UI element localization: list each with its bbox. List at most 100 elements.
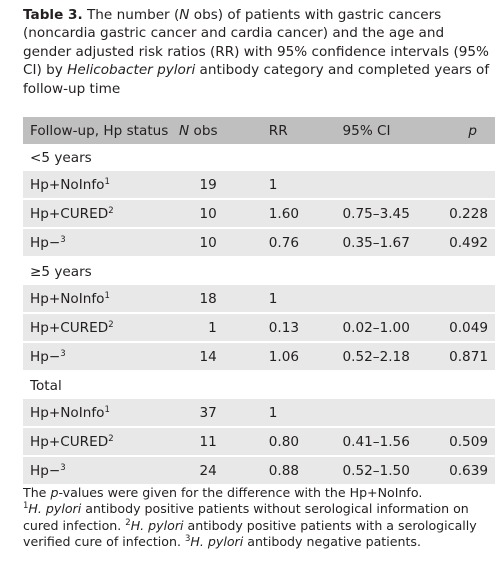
- footnote-ref: 2: [108, 433, 114, 444]
- footnote-ref: 2: [108, 319, 114, 330]
- cell-ci: [312, 399, 419, 428]
- cell-status: Hp+NoInfo1: [23, 171, 180, 200]
- cell-n-obs: 14: [179, 342, 229, 372]
- section-row: Total: [23, 371, 495, 399]
- cell-p: 0.228: [418, 199, 495, 229]
- footnote-text: antibody negative patients.: [243, 534, 421, 550]
- status-label: Hp−: [30, 348, 61, 365]
- status-label: Hp+NoInfo: [30, 176, 105, 193]
- table-row: Hp+NoInfo1 19 1: [23, 171, 495, 200]
- footnote-species: H. pylori: [130, 517, 184, 533]
- footnote-ref: 3: [60, 234, 66, 245]
- cell-rr: 1: [228, 171, 313, 200]
- cell-rr: 0.80: [228, 427, 313, 457]
- header-followup: Follow-up, Hp status: [23, 117, 180, 144]
- table-row: Hp−3 14 1.06 0.52–2.18 0.871: [23, 342, 495, 372]
- cell-rr: 0.76: [228, 228, 313, 258]
- cell-n-obs: 10: [179, 228, 229, 258]
- header-n-rest: obs: [189, 122, 218, 139]
- cell-p: 0.492: [418, 228, 495, 258]
- header-n-obs: N obs: [179, 117, 229, 144]
- cell-ci: 0.41–1.56: [312, 427, 419, 457]
- footnote-ref: 3: [60, 348, 66, 359]
- cell-n-obs: 10: [179, 199, 229, 229]
- cell-n-obs: 24: [179, 456, 229, 484]
- cell-p: [418, 399, 495, 428]
- footnote-ref: 3: [60, 462, 66, 473]
- table-label: Table 3.: [23, 7, 83, 23]
- status-label: Hp+NoInfo: [30, 290, 105, 307]
- cell-rr: 0.13: [228, 313, 313, 343]
- note-text: -values were given for the difference wi…: [58, 485, 423, 500]
- header-p: p: [418, 117, 495, 144]
- cell-rr: 1.06: [228, 342, 313, 372]
- cell-rr: 0.88: [228, 456, 313, 484]
- cell-p: 0.509: [418, 427, 495, 457]
- footnote-text: antibody positive patients with a serolo…: [23, 517, 477, 550]
- table-row: Hp+CURED2 10 1.60 0.75–3.45 0.228: [23, 199, 495, 229]
- cell-status: Hp−3: [23, 228, 180, 258]
- cell-ci: 0.02–1.00: [312, 313, 419, 343]
- cell-rr: 1: [228, 285, 313, 314]
- header-n-italic: N: [179, 122, 190, 139]
- cell-p: 0.871: [418, 342, 495, 372]
- cell-status: Hp+CURED2: [23, 199, 180, 229]
- caption-text: obs) of patients with gastric cancers (n…: [23, 7, 489, 79]
- caption-species-italic: Helicobacter pylori: [67, 62, 196, 79]
- cell-n-obs: 19: [179, 171, 229, 200]
- cell-rr: 1.60: [228, 199, 313, 229]
- section-title: Total: [23, 371, 495, 399]
- results-table: Follow-up, Hp status N obs RR 95% CI p <…: [23, 117, 495, 484]
- table-row: Hp+CURED2 1 0.13 0.02–1.00 0.049: [23, 313, 495, 343]
- cell-ci: 0.75–3.45: [312, 199, 419, 229]
- cell-ci: 0.52–1.50: [312, 456, 419, 484]
- footnote-ref: 1: [104, 290, 110, 301]
- table-footnotes: The p-values were given for the differen…: [23, 485, 495, 551]
- footnote-ref: 2: [108, 205, 114, 216]
- cell-p: [418, 171, 495, 200]
- cell-p: 0.049: [418, 313, 495, 343]
- cell-status: Hp−3: [23, 456, 180, 484]
- cell-ci: [312, 285, 419, 314]
- footnote-ref: 1: [104, 404, 110, 415]
- table-row: Hp−3 24 0.88 0.52–1.50 0.639: [23, 456, 495, 484]
- footnote-text: antibody positive patients without serol…: [23, 501, 469, 533]
- caption-n-italic: N: [179, 7, 190, 23]
- table-row: Hp+NoInfo1 18 1: [23, 285, 495, 314]
- cell-ci: [312, 171, 419, 200]
- cell-n-obs: 18: [179, 285, 229, 314]
- status-label: Hp−: [30, 462, 61, 479]
- table-row: Hp+NoInfo1 37 1: [23, 399, 495, 428]
- footnote-species: H. pylori: [190, 534, 244, 550]
- table-body: <5 years Hp+NoInfo1 19 1 Hp+CURED2 10 1.60 0.75…: [23, 144, 495, 484]
- status-label: Hp+CURED: [30, 319, 109, 336]
- table-row: Hp+CURED2 11 0.80 0.41–1.56 0.509: [23, 427, 495, 457]
- header-row: Follow-up, Hp status N obs RR 95% CI p: [23, 117, 495, 144]
- cell-n-obs: 11: [179, 427, 229, 457]
- footnote-marker: 1: [23, 501, 29, 512]
- cell-status: Hp+CURED2: [23, 427, 180, 457]
- header-rr: RR: [228, 117, 313, 144]
- cell-n-obs: 1: [179, 313, 229, 343]
- cell-rr: 1: [228, 399, 313, 428]
- table-row: Hp−3 10 0.76 0.35–1.67 0.492: [23, 228, 495, 258]
- section-title: ≥5 years: [23, 257, 495, 285]
- cell-status: Hp+NoInfo1: [23, 399, 180, 428]
- note-text: The: [23, 485, 51, 500]
- header-p-italic: p: [468, 122, 477, 139]
- note-p-italic: p: [50, 485, 59, 500]
- footnote-marker: 3: [184, 534, 191, 545]
- section-row: <5 years: [23, 144, 495, 171]
- cell-n-obs: 37: [179, 399, 229, 428]
- footnote-species: H. pylori: [28, 501, 82, 517]
- cell-ci: 0.52–2.18: [312, 342, 419, 372]
- caption-text: antibody category and completed years of…: [23, 62, 490, 97]
- cell-status: Hp+CURED2: [23, 313, 180, 343]
- footnote-ref: 1: [104, 176, 110, 187]
- caption-text: The number (: [82, 7, 180, 23]
- status-label: Hp−: [30, 234, 61, 251]
- section-row: ≥5 years: [23, 257, 495, 285]
- cell-status: Hp−3: [23, 342, 180, 372]
- table-caption: Table 3. The number (N obs) of patients …: [23, 6, 495, 98]
- section-title: <5 years: [23, 144, 495, 171]
